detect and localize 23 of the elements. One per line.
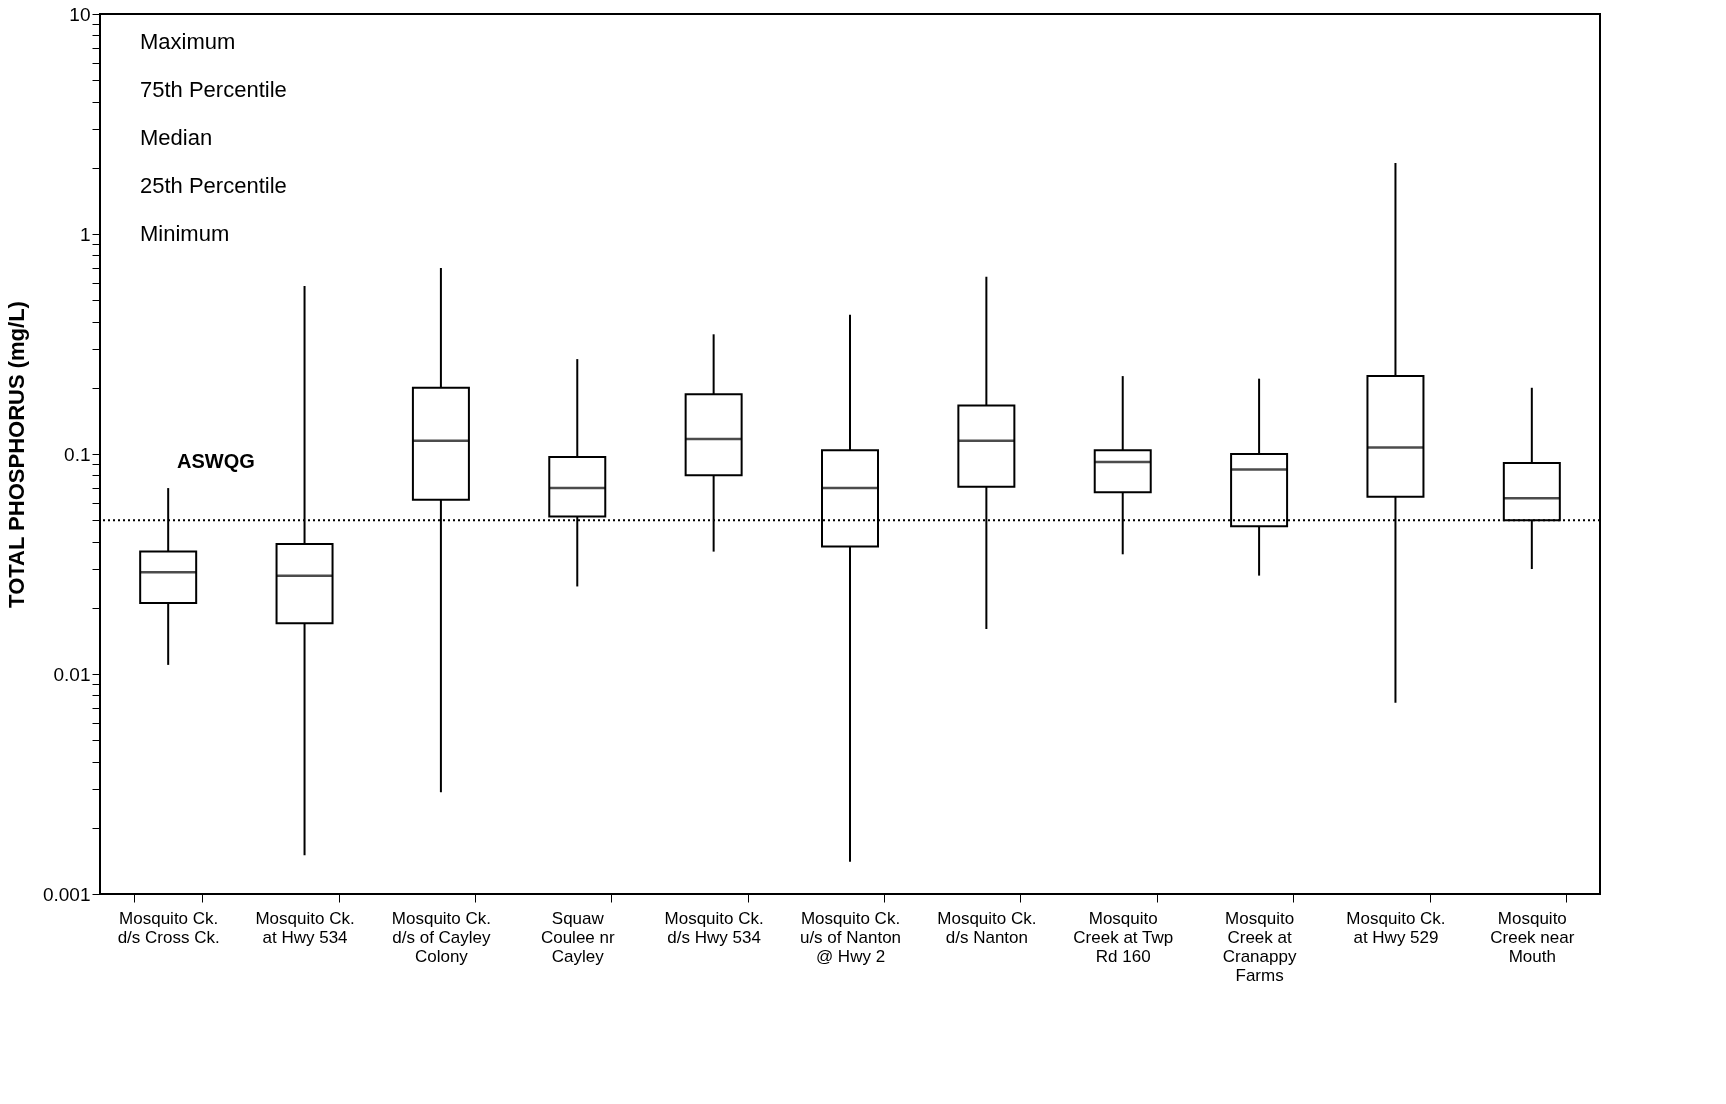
x-tick-label: Squaw Coulee nr Cayley [540, 908, 615, 966]
annotation: 75th Percentile [140, 77, 287, 102]
x-tick-label: Mosquito Ck. at Hwy 529 [1346, 908, 1446, 947]
x-tick-label: Mosquito Creek at Cranappy Farms [1222, 908, 1297, 985]
annotation: Maximum [140, 29, 236, 54]
ref-line-label: ASWQG [177, 450, 255, 473]
x-tick-label: Mosquito Ck. d/s Hwy 534 [664, 908, 764, 947]
x-tick-label: Mosquito Ck. at Hwy 534 [255, 908, 355, 947]
x-tick-label: Mosquito Ck. d/s of Cayley Colony [391, 908, 492, 966]
y-tick-label: 0.01 [53, 663, 91, 685]
x-tick-label: Mosquito Ck. d/s Cross Ck. [117, 908, 220, 947]
x-tick-label: Mosquito Ck. d/s Nanton [937, 908, 1037, 947]
y-tick-label: 0.001 [42, 883, 91, 905]
x-tick-label: Mosquito Ck. u/s of Nanton @ Hwy 2 [799, 908, 902, 966]
x-tick-label: Mosquito Creek near Mouth [1490, 908, 1575, 966]
y-tick-label: 1 [79, 223, 91, 245]
annotation: 25th Percentile [140, 173, 287, 198]
y-axis-title: TOTAL PHOSPHORUS (mg/L) [3, 301, 29, 608]
annotation: Median [140, 125, 213, 150]
y-tick-label: 0.1 [64, 443, 91, 465]
x-tick-label: Mosquito Creek at Twp Rd 160 [1073, 908, 1174, 966]
annotation: Minimum [140, 221, 230, 246]
y-tick-label: 10 [69, 3, 91, 25]
